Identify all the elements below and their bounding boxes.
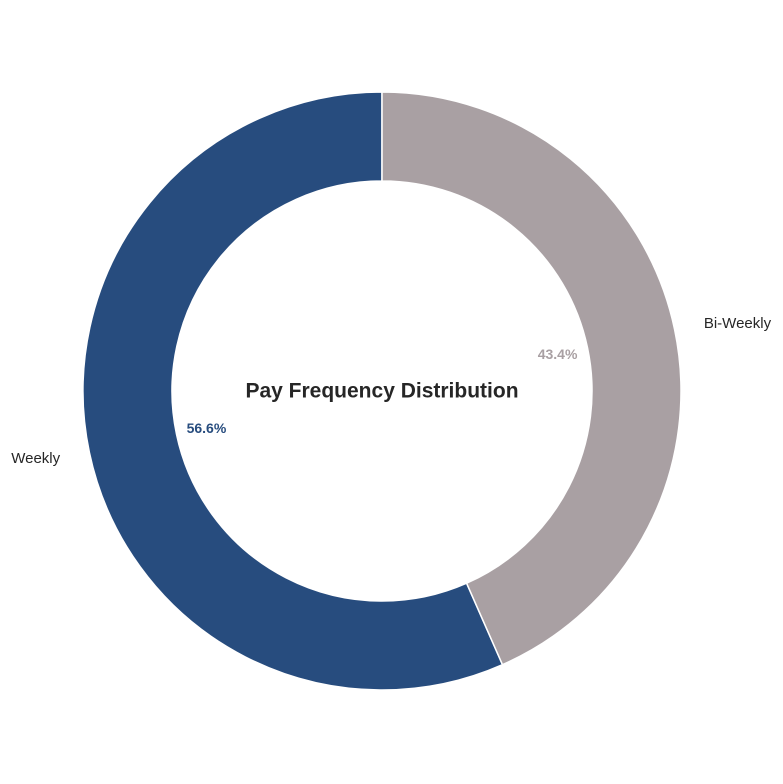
chart-title: Pay Frequency Distribution [245, 380, 518, 403]
donut-slices [82, 91, 682, 691]
category-label-bi-weekly: Bi-Weekly [704, 315, 772, 332]
percent-label-bi-weekly: 43.4% [538, 346, 578, 362]
percent-label-weekly: 56.6% [187, 420, 227, 436]
donut-labels: Weekly 56.6% Bi-Weekly 43.4% [11, 315, 771, 467]
slice-weekly [82, 91, 504, 691]
slice-bi-weekly [381, 91, 682, 666]
category-label-weekly: Weekly [11, 450, 60, 467]
